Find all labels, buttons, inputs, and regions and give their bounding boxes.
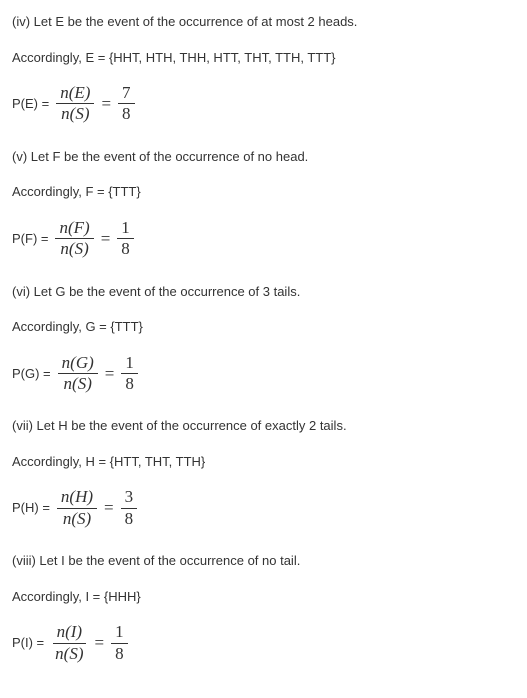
section-v-intro: (v) Let F be the event of the occurrence… (12, 147, 515, 167)
section-viii-intro: (viii) Let I be the event of the occurre… (12, 551, 515, 571)
fraction-expression: n(G) n(S) (58, 353, 98, 395)
fraction-expression: n(H) n(S) (57, 487, 97, 529)
denominator-val: 8 (118, 104, 135, 124)
numerator-val: 3 (121, 487, 138, 508)
section-vii-formula: P(H) = n(H) n(S) = 3 8 (12, 487, 515, 529)
probability-label: P(H) = (12, 498, 50, 518)
numerator-expr: n(G) (58, 353, 98, 374)
numerator-expr: n(E) (56, 83, 94, 104)
section-viii-set: Accordingly, I = {HHH} (12, 587, 515, 607)
section-vii-intro: (vii) Let H be the event of the occurren… (12, 416, 515, 436)
fraction-expression: n(I) n(S) (51, 622, 87, 664)
section-vi-intro: (vi) Let G be the event of the occurrenc… (12, 282, 515, 302)
numerator-val: 1 (111, 622, 128, 643)
section-vii-set: Accordingly, H = {HTT, THT, TTH} (12, 452, 515, 472)
denominator-expr: n(S) (60, 374, 96, 394)
numerator-val: 1 (121, 353, 138, 374)
denominator-val: 8 (111, 644, 128, 664)
section-iv-intro: (iv) Let E be the event of the occurrenc… (12, 12, 515, 32)
probability-label: P(G) = (12, 364, 51, 384)
fraction-expression: n(E) n(S) (56, 83, 94, 125)
equals-sign: = (104, 495, 114, 521)
numerator-val: 7 (118, 83, 135, 104)
denominator-val: 8 (121, 509, 138, 529)
probability-label: P(E) = (12, 94, 49, 114)
equals-sign: = (101, 91, 111, 117)
denominator-val: 8 (121, 374, 138, 394)
denominator-expr: n(S) (51, 644, 87, 664)
equals-sign: = (94, 630, 104, 656)
fraction-value: 1 8 (111, 622, 128, 664)
denominator-val: 8 (117, 239, 134, 259)
probability-label: P(F) = (12, 229, 48, 249)
section-vi-set: Accordingly, G = {TTT} (12, 317, 515, 337)
denominator-expr: n(S) (59, 509, 95, 529)
section-iv-formula: P(E) = n(E) n(S) = 7 8 (12, 83, 515, 125)
numerator-val: 1 (117, 218, 134, 239)
section-v-set: Accordingly, F = {TTT} (12, 182, 515, 202)
section-v-formula: P(F) = n(F) n(S) = 1 8 (12, 218, 515, 260)
fraction-value: 1 8 (117, 218, 134, 260)
section-vi-formula: P(G) = n(G) n(S) = 1 8 (12, 353, 515, 395)
denominator-expr: n(S) (56, 239, 92, 259)
fraction-value: 1 8 (121, 353, 138, 395)
numerator-expr: n(H) (57, 487, 97, 508)
denominator-expr: n(S) (57, 104, 93, 124)
probability-label: P(I) = (12, 633, 44, 653)
numerator-expr: n(F) (55, 218, 93, 239)
section-iv-set: Accordingly, E = {HHT, HTH, THH, HTT, TH… (12, 48, 515, 68)
equals-sign: = (105, 361, 115, 387)
equals-sign: = (101, 226, 111, 252)
fraction-value: 3 8 (121, 487, 138, 529)
numerator-expr: n(I) (53, 622, 86, 643)
section-viii-formula: P(I) = n(I) n(S) = 1 8 (12, 622, 515, 664)
fraction-expression: n(F) n(S) (55, 218, 93, 260)
fraction-value: 7 8 (118, 83, 135, 125)
